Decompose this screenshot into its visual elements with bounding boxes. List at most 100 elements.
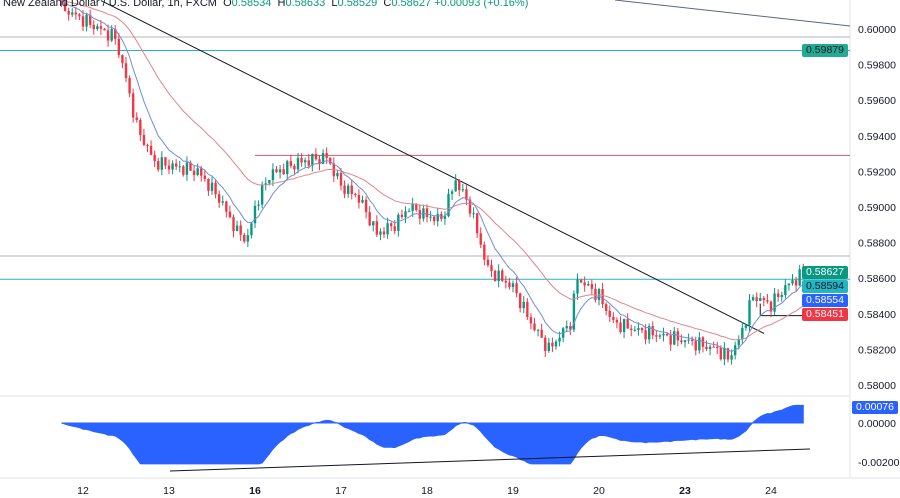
candle-body xyxy=(501,270,504,281)
candle-body xyxy=(397,214,400,231)
candle-body xyxy=(339,172,343,186)
candle-body xyxy=(268,180,271,184)
candle-body xyxy=(794,280,798,286)
candle-body xyxy=(124,63,128,79)
candle-body xyxy=(554,341,558,347)
candle-body xyxy=(296,158,300,170)
candle-body xyxy=(375,221,379,235)
candle-body xyxy=(687,339,690,341)
high-label: H xyxy=(277,0,286,9)
candle-body xyxy=(615,319,619,323)
candle-body xyxy=(665,333,669,336)
candle-body xyxy=(450,191,454,194)
candle-body xyxy=(669,335,672,345)
candle-body xyxy=(522,301,525,309)
candle-body xyxy=(303,160,307,163)
candle-body xyxy=(400,214,404,218)
candle-body xyxy=(228,211,232,218)
candle-body xyxy=(662,333,665,336)
candle-body xyxy=(411,203,414,211)
candle-body xyxy=(311,154,314,166)
price-tag: 0.58554 xyxy=(802,294,848,307)
candle-body xyxy=(608,310,611,317)
candle-body xyxy=(139,120,142,135)
candle-body xyxy=(293,165,296,170)
close-label: C xyxy=(383,0,392,9)
candle-body xyxy=(784,285,787,295)
candle-body xyxy=(81,16,85,27)
ma-slow-line xyxy=(61,0,804,341)
candle-body xyxy=(318,159,321,165)
candle-body xyxy=(149,145,153,155)
candle-body xyxy=(766,300,769,302)
candle-body xyxy=(85,14,88,27)
candle-body xyxy=(117,38,121,56)
candle-body xyxy=(239,225,242,235)
candle-body xyxy=(260,184,264,205)
candle-body xyxy=(601,289,604,305)
candle-body xyxy=(131,93,135,118)
candle-body xyxy=(67,10,70,15)
open-label: O xyxy=(223,0,232,9)
candle-body xyxy=(71,12,74,15)
symbol-legend: New Zealand Dollar / U.S. Dollar, 1h, FX… xyxy=(3,0,528,9)
price-tag: 0.58594 xyxy=(802,280,848,293)
candle-body xyxy=(415,203,418,211)
candle-body xyxy=(483,244,486,260)
price-tick-label: 0.58400 xyxy=(858,309,896,321)
candle-body xyxy=(769,301,773,312)
candle-body xyxy=(232,217,235,232)
candle-body xyxy=(60,0,63,1)
candle-body xyxy=(515,283,518,294)
candle-body xyxy=(350,185,353,194)
candle-body xyxy=(78,14,81,17)
candle-body xyxy=(174,163,178,167)
candle-body xyxy=(619,322,622,332)
candle-body xyxy=(544,337,547,351)
candle-body xyxy=(536,329,540,331)
candle-body xyxy=(361,199,364,203)
candle-body xyxy=(217,194,221,203)
price-tick-label: 0.59400 xyxy=(858,131,896,143)
candle-body xyxy=(655,335,658,337)
candle-body xyxy=(490,265,493,272)
candle-body xyxy=(526,301,529,318)
candle-body xyxy=(712,346,715,348)
candle-body xyxy=(461,189,465,191)
candle-body xyxy=(307,160,310,166)
trendline xyxy=(100,0,765,334)
candle-body xyxy=(121,55,124,64)
candle-body xyxy=(225,201,228,212)
candle-body xyxy=(114,28,117,39)
candle-body xyxy=(508,282,511,288)
candle-body xyxy=(142,134,146,145)
candle-body xyxy=(604,304,608,311)
candle-body xyxy=(708,346,712,350)
candle-body xyxy=(271,169,275,181)
time-tick-label: 23 xyxy=(679,485,691,497)
price-tag: 0.58451 xyxy=(802,308,848,321)
time-tick-label: 24 xyxy=(765,485,777,497)
time-tick-label: 19 xyxy=(507,485,519,497)
osc-tick-label: -0.00200 xyxy=(858,457,900,469)
candle-body xyxy=(454,180,457,192)
symbol-title: New Zealand Dollar / U.S. Dollar, 1h, FX… xyxy=(3,0,217,9)
candle-body xyxy=(92,24,95,30)
candle-body xyxy=(504,280,508,283)
price-tick-label: 0.59000 xyxy=(858,202,896,214)
candle-body xyxy=(63,0,67,11)
change-value: +0.00093 (+0.16%) xyxy=(434,0,529,9)
candle-body xyxy=(253,205,257,224)
candle-body xyxy=(96,26,99,30)
candle-body xyxy=(235,225,239,232)
candle-body xyxy=(282,169,285,175)
candle-body xyxy=(382,231,386,235)
candle-body xyxy=(407,210,411,212)
candle-body xyxy=(99,26,103,29)
candle-body xyxy=(633,329,637,331)
open-value: 0.58534 xyxy=(231,0,272,9)
candle-body xyxy=(171,163,174,170)
candle-body xyxy=(558,337,561,342)
